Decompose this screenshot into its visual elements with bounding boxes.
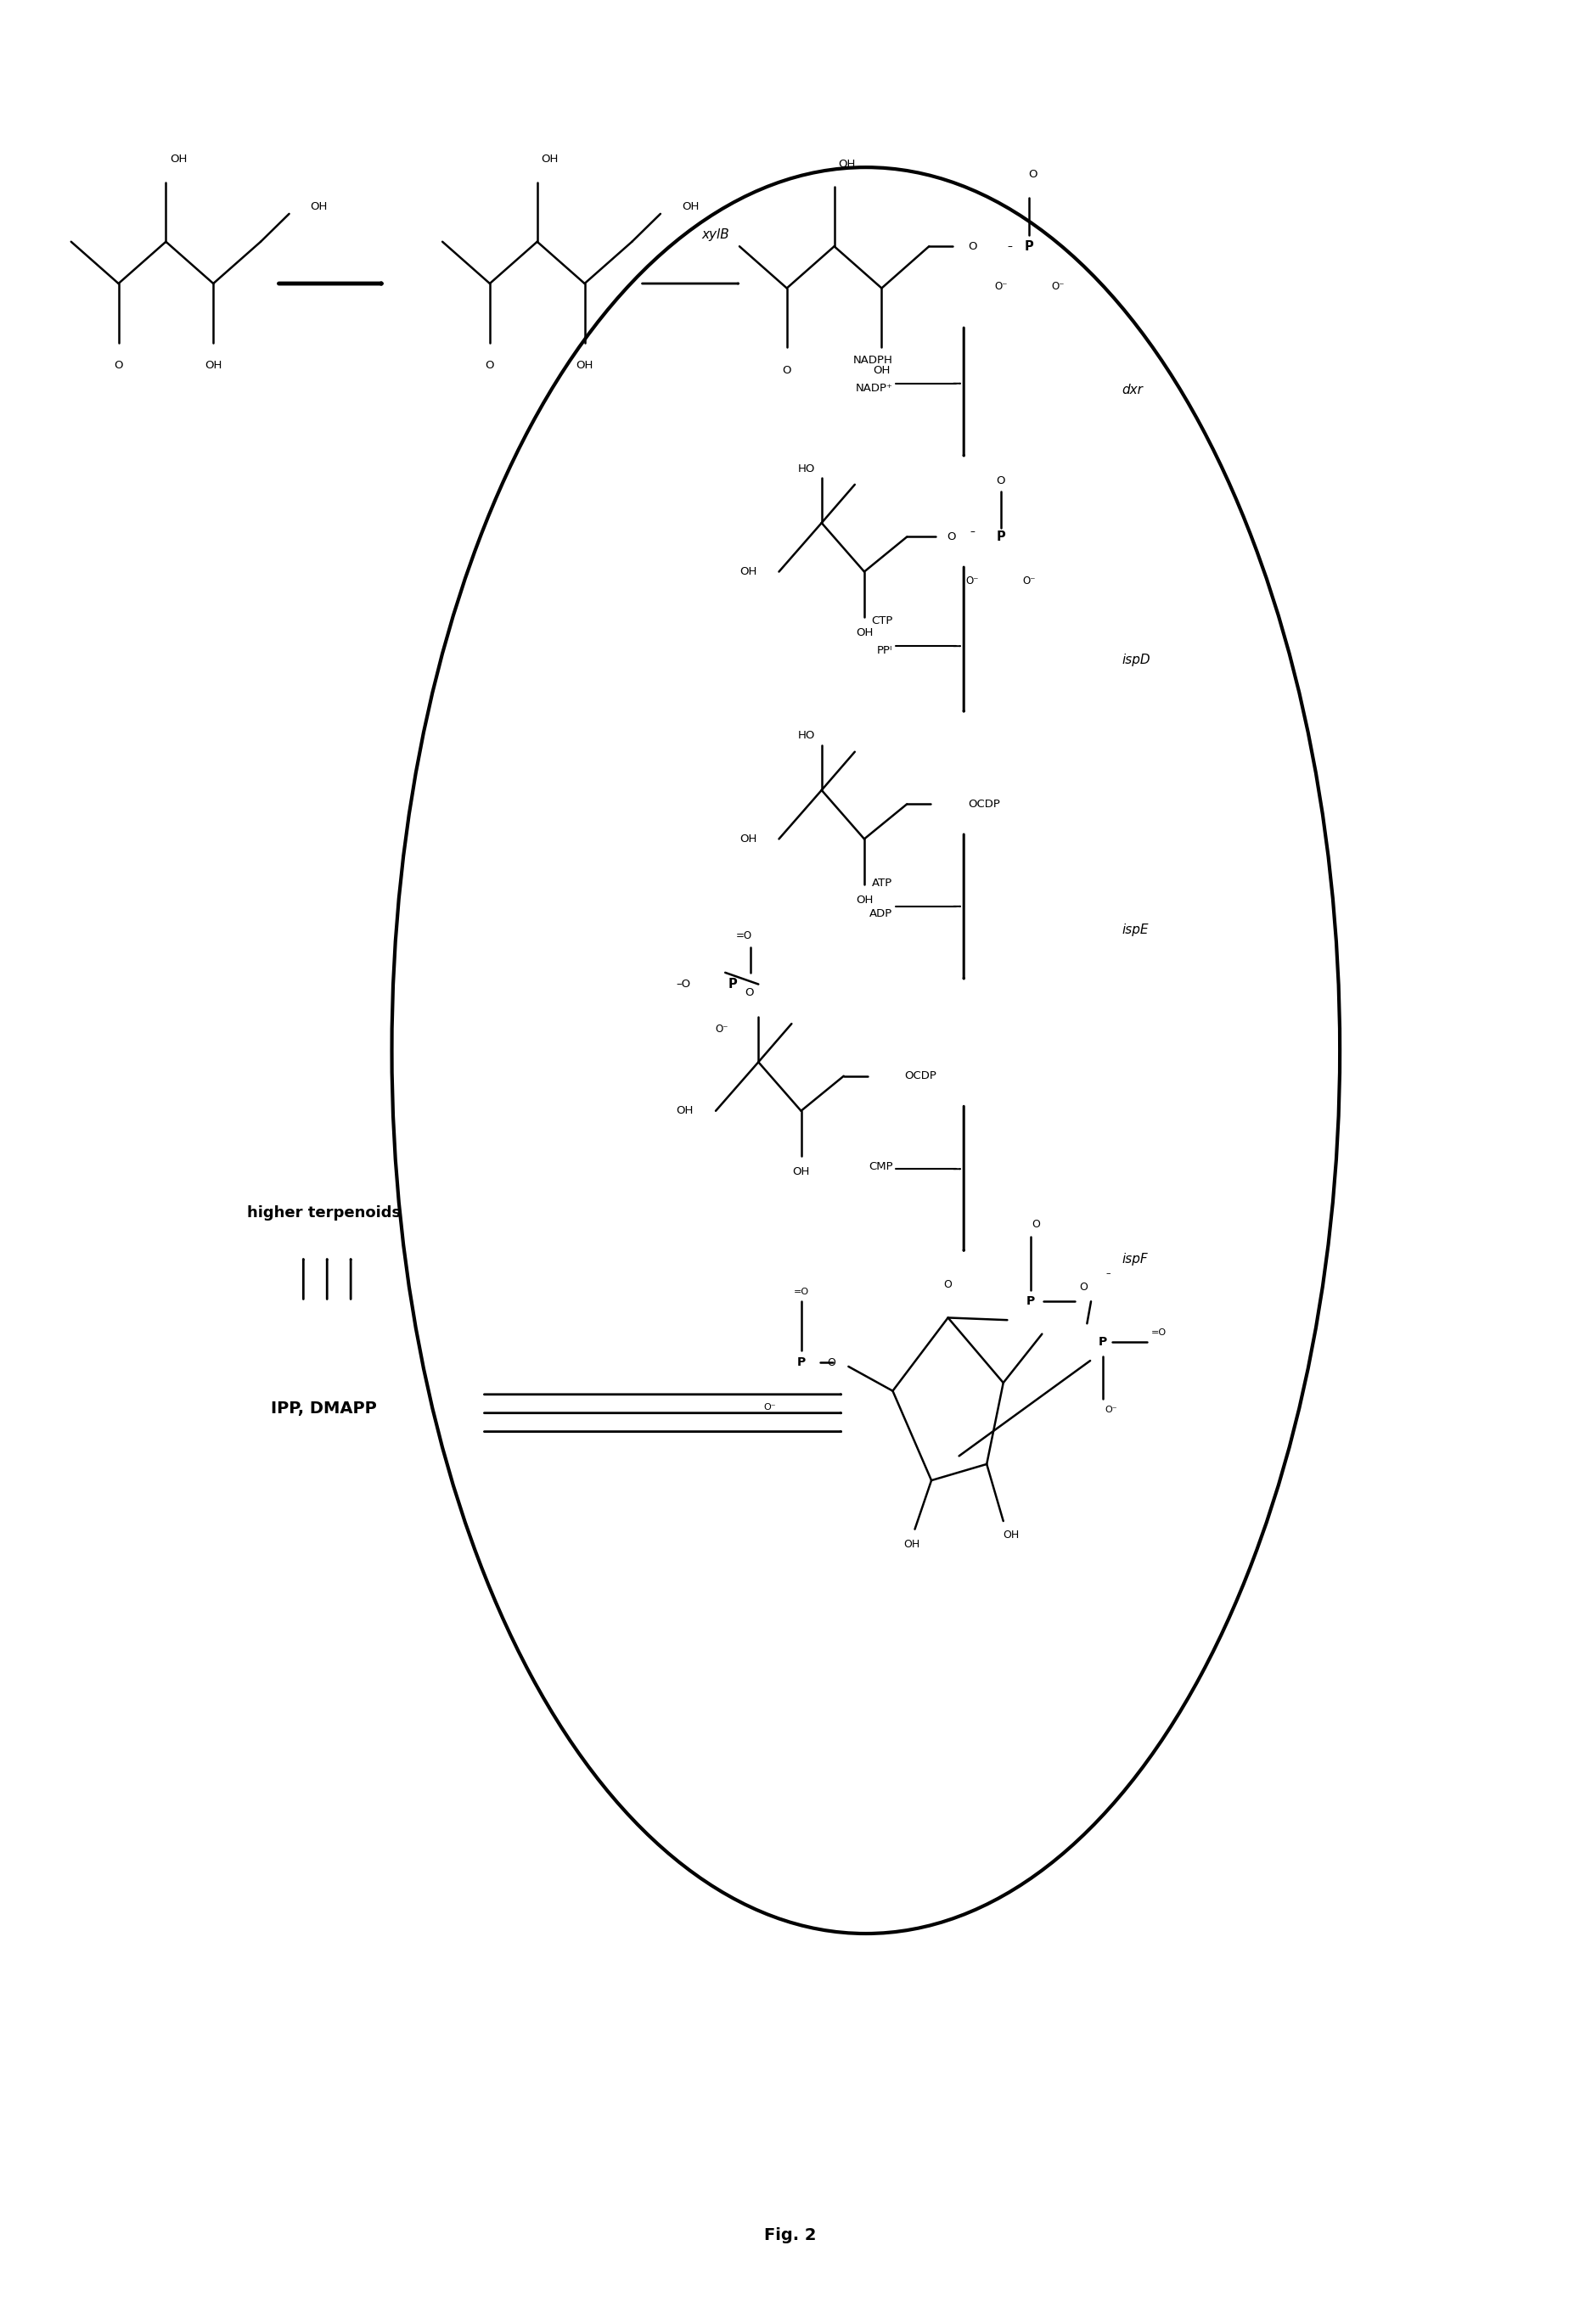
Text: OH: OH: [171, 153, 186, 165]
Text: OH: OH: [739, 567, 757, 576]
Text: ispD: ispD: [1122, 653, 1150, 667]
Text: –: –: [970, 528, 975, 537]
Text: OH: OH: [839, 158, 855, 170]
Text: Fig. 2: Fig. 2: [763, 2229, 817, 2243]
Text: HO: HO: [798, 462, 815, 474]
Text: –: –: [1106, 1269, 1111, 1278]
Text: O⁻: O⁻: [1051, 281, 1065, 293]
Text: O: O: [967, 242, 976, 251]
Text: OH: OH: [542, 153, 558, 165]
Text: OH: OH: [904, 1538, 920, 1550]
Text: O: O: [782, 365, 792, 376]
Text: P: P: [1098, 1336, 1108, 1348]
Text: =O: =O: [736, 930, 752, 941]
Text: PPᴵ: PPᴵ: [877, 646, 893, 655]
Text: –O: –O: [676, 978, 690, 990]
Text: OH: OH: [739, 834, 757, 844]
Text: NADPH: NADPH: [853, 356, 893, 365]
Text: –: –: [1008, 242, 1013, 251]
Text: O: O: [485, 360, 495, 372]
Text: O⁻: O⁻: [994, 281, 1008, 293]
Text: OH: OH: [676, 1106, 694, 1116]
Text: O: O: [948, 532, 956, 541]
Text: =O: =O: [1152, 1329, 1168, 1336]
Text: NADP⁺: NADP⁺: [855, 383, 893, 393]
Text: O⁻: O⁻: [716, 1023, 728, 1034]
Text: P: P: [728, 978, 738, 990]
Text: OH: OH: [577, 360, 592, 372]
Text: dxr: dxr: [1122, 383, 1142, 397]
Text: O: O: [943, 1278, 953, 1290]
Text: OH: OH: [683, 202, 698, 211]
Text: OH: OH: [310, 202, 327, 211]
Text: O⁻: O⁻: [1104, 1406, 1117, 1413]
Text: O: O: [744, 988, 754, 999]
Text: OH: OH: [793, 1167, 809, 1178]
Text: O: O: [1032, 1218, 1040, 1229]
Text: O: O: [1029, 170, 1036, 181]
Text: O: O: [1079, 1283, 1089, 1292]
Text: higher terpenoids: higher terpenoids: [246, 1206, 401, 1220]
Text: P: P: [997, 530, 1005, 544]
Text: OH: OH: [856, 627, 872, 639]
Text: ispE: ispE: [1122, 923, 1149, 937]
Text: ispF: ispF: [1122, 1253, 1147, 1267]
Text: O⁻: O⁻: [965, 574, 980, 586]
Text: ATP: ATP: [872, 878, 893, 888]
Text: CMP: CMP: [869, 1162, 893, 1171]
Text: OCDP: OCDP: [967, 799, 1000, 809]
Text: OH: OH: [856, 895, 872, 906]
Text: OCDP: OCDP: [904, 1071, 937, 1081]
Text: =O: =O: [793, 1287, 809, 1297]
Text: P: P: [796, 1357, 806, 1369]
Text: HO: HO: [798, 730, 815, 741]
Text: OH: OH: [1003, 1529, 1019, 1541]
Text: ADP: ADP: [869, 909, 893, 918]
Text: O⁻: O⁻: [763, 1404, 776, 1411]
Text: xylB: xylB: [702, 228, 730, 242]
Text: P: P: [1025, 239, 1033, 253]
Text: CTP: CTP: [871, 616, 893, 625]
Text: O⁻: O⁻: [1022, 574, 1036, 586]
Text: IPP, DMAPP: IPP, DMAPP: [270, 1401, 378, 1415]
Text: O: O: [997, 476, 1005, 486]
Text: O: O: [828, 1357, 836, 1369]
Text: O: O: [114, 360, 123, 372]
Text: OH: OH: [874, 365, 890, 376]
Text: OH: OH: [205, 360, 221, 372]
Text: P: P: [1027, 1294, 1035, 1308]
